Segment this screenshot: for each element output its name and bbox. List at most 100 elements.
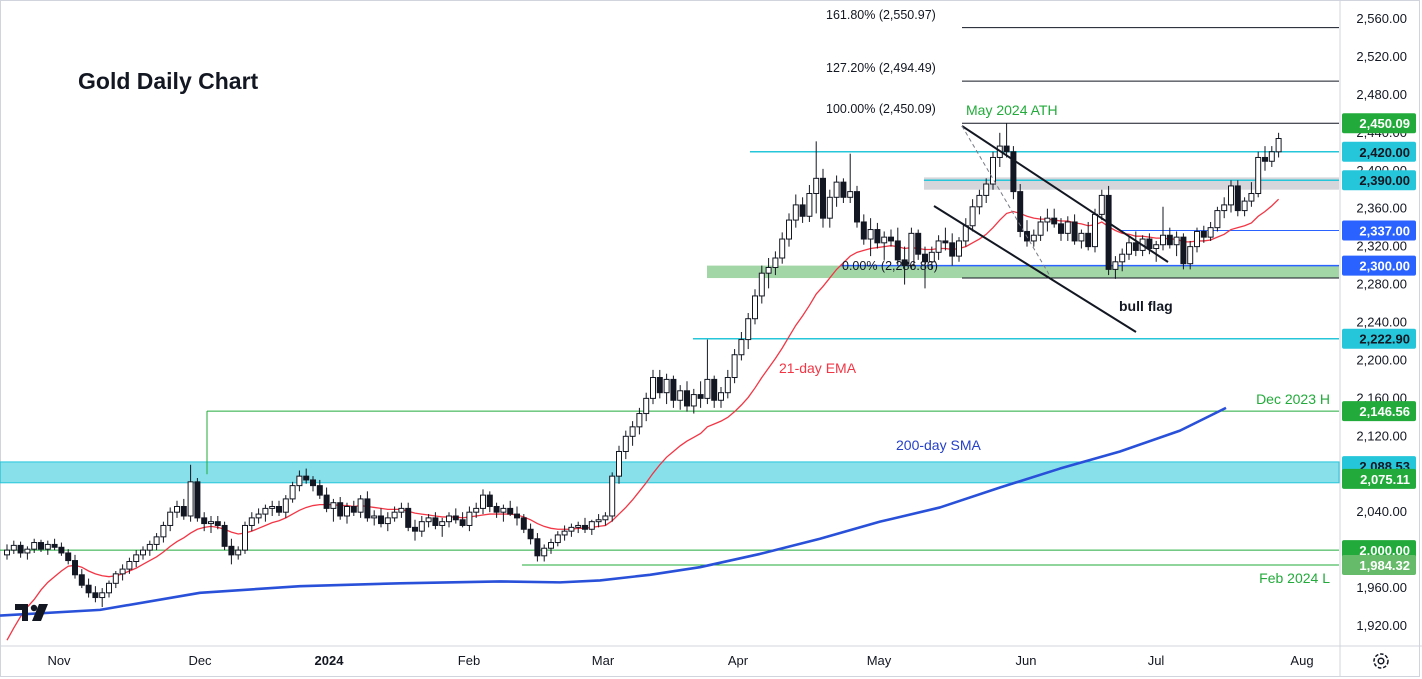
- candle-body: [480, 494, 486, 509]
- candle: [813, 141, 820, 214]
- candle: [92, 586, 99, 603]
- candle-body: [609, 475, 616, 517]
- candle: [915, 229, 922, 260]
- candle-body: [527, 528, 534, 540]
- candle-body: [507, 507, 514, 515]
- candle-body: [758, 272, 765, 297]
- candle-body: [901, 259, 908, 267]
- candle-body: [85, 584, 92, 594]
- dec-high-label: Dec 2023 H: [1256, 391, 1330, 407]
- candle: [847, 153, 854, 203]
- candle: [276, 500, 282, 516]
- candle: [432, 512, 439, 530]
- candle-body: [112, 573, 119, 584]
- candle: [221, 521, 228, 551]
- candle: [337, 497, 344, 520]
- x-tick-label: Feb: [458, 653, 480, 668]
- candle-body: [1248, 193, 1255, 202]
- candle-body: [1037, 221, 1044, 236]
- candle-body: [58, 546, 65, 554]
- price-tag-label: 2,390.00: [1359, 173, 1410, 188]
- candle: [187, 464, 194, 522]
- candle: [466, 506, 473, 532]
- candle-body: [582, 524, 588, 530]
- candle: [874, 222, 881, 249]
- candle-body: [1010, 151, 1017, 193]
- candle-body: [860, 221, 867, 240]
- candle-body: [799, 204, 806, 217]
- candle-body: [357, 498, 364, 513]
- fib-label-0: 161.80% (2,550.97): [826, 8, 936, 22]
- candle: [391, 506, 398, 522]
- settings-gear-icon[interactable]: [1373, 653, 1389, 669]
- candle: [534, 533, 541, 562]
- candle: [78, 569, 85, 589]
- price-tag-label: 2,450.09: [1359, 116, 1410, 131]
- candle: [507, 500, 514, 516]
- candle-body: [888, 236, 894, 242]
- candle-body: [1132, 242, 1139, 251]
- candle: [446, 512, 452, 528]
- candle-body: [1030, 234, 1037, 242]
- candle: [1221, 197, 1228, 219]
- candle-body: [310, 479, 316, 487]
- candle-body: [820, 177, 826, 219]
- y-tick-label: 2,320.00: [1356, 239, 1407, 254]
- candle-body: [378, 515, 384, 525]
- candle: [888, 229, 894, 247]
- x-tick-label: 2024: [315, 653, 345, 668]
- candle-body: [854, 191, 860, 223]
- feb-low-label: Feb 2024 L: [1259, 570, 1330, 586]
- candle: [316, 479, 323, 499]
- candle-body: [452, 515, 459, 521]
- candle-body: [663, 378, 670, 394]
- candle-body: [1064, 221, 1071, 234]
- candle: [1153, 240, 1160, 262]
- candle-body: [514, 513, 520, 519]
- candle: [1187, 240, 1194, 270]
- candle: [350, 500, 357, 516]
- candle: [228, 538, 235, 565]
- candle: [459, 512, 466, 528]
- candle-body: [180, 505, 187, 517]
- candle: [1003, 123, 1010, 158]
- flag-lower-line: [933, 205, 1137, 333]
- candle-body: [1051, 217, 1058, 225]
- candle: [609, 472, 616, 522]
- candle: [323, 487, 330, 513]
- candle-body: [51, 543, 58, 548]
- fib-trend-line: [961, 125, 1051, 277]
- candle-body: [1160, 234, 1166, 246]
- candle: [561, 525, 568, 541]
- candle-body: [908, 232, 915, 267]
- candle-body: [786, 219, 792, 240]
- candle: [140, 546, 146, 560]
- candle: [405, 502, 412, 532]
- candle: [44, 540, 51, 555]
- candle-body: [956, 240, 962, 257]
- candle: [990, 151, 996, 190]
- candle: [330, 498, 337, 522]
- candle: [1017, 184, 1024, 238]
- flag-upper-line: [961, 125, 1169, 263]
- candle: [72, 554, 78, 579]
- candle: [568, 523, 575, 537]
- candle: [690, 388, 697, 414]
- candle: [269, 500, 276, 516]
- candle: [527, 523, 534, 545]
- candle-body: [561, 530, 568, 536]
- candle: [17, 541, 24, 558]
- price-tag: [1342, 554, 1416, 575]
- candle-body: [4, 549, 10, 556]
- candle: [595, 514, 602, 528]
- candle: [1024, 220, 1030, 247]
- candle-body: [602, 515, 609, 521]
- candle-body: [548, 542, 554, 549]
- candle-body: [677, 390, 684, 401]
- candle-body: [194, 481, 201, 519]
- candle-body: [330, 502, 337, 509]
- candle-body: [255, 513, 262, 519]
- x-tick-label: Mar: [592, 653, 615, 668]
- candle: [174, 500, 180, 518]
